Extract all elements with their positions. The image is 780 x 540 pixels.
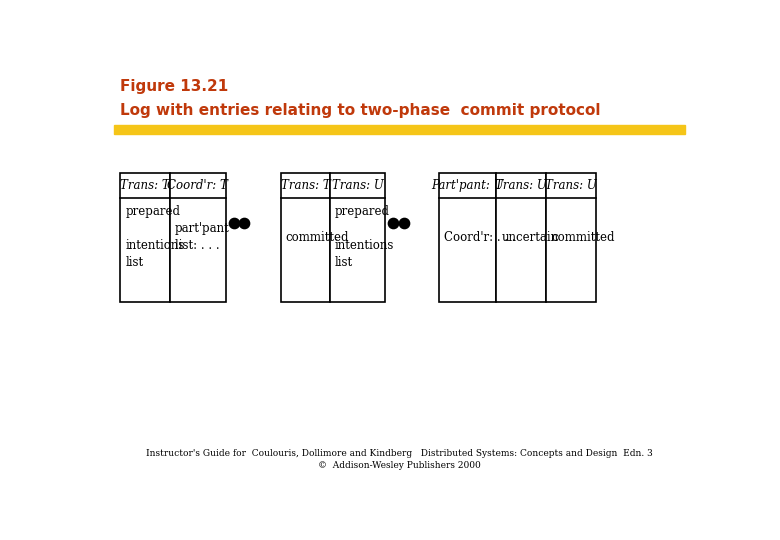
Text: committed: committed — [551, 231, 615, 244]
Text: uncertain: uncertain — [502, 231, 558, 244]
Text: Part'pant: U: Part'pant: U — [431, 179, 504, 192]
Text: Log with entries relating to two-phase  commit protocol: Log with entries relating to two-phase c… — [120, 103, 601, 118]
Bar — [281, 173, 330, 302]
Text: Coord'r: . . .: Coord'r: . . . — [444, 231, 516, 244]
Bar — [170, 173, 225, 302]
Text: Figure 13.21: Figure 13.21 — [120, 79, 229, 94]
Point — [398, 219, 410, 227]
Text: Trans: U: Trans: U — [332, 179, 383, 192]
Bar — [120, 173, 170, 302]
Bar — [546, 173, 596, 302]
Text: part'pant
list: . . .: part'pant list: . . . — [175, 222, 229, 252]
Text: committed: committed — [285, 231, 349, 244]
Text: Instructor's Guide for  Coulouris, Dollimore and Kindberg   Distributed Systems:: Instructor's Guide for Coulouris, Dollim… — [147, 449, 653, 470]
Bar — [330, 173, 385, 302]
Text: Trans: T: Trans: T — [120, 179, 170, 192]
Text: Coord'r: T: Coord'r: T — [168, 179, 229, 192]
Point — [227, 219, 239, 227]
Point — [238, 219, 250, 227]
Bar — [439, 173, 496, 302]
Text: Trans: T: Trans: T — [281, 179, 330, 192]
Text: Trans: U: Trans: U — [545, 179, 597, 192]
Bar — [115, 125, 685, 134]
Point — [387, 219, 399, 227]
Text: prepared

intentions
list: prepared intentions list — [126, 205, 185, 269]
Bar — [497, 173, 546, 302]
Text: prepared

intentions
list: prepared intentions list — [335, 205, 395, 269]
Text: Trans: U: Trans: U — [495, 179, 547, 192]
